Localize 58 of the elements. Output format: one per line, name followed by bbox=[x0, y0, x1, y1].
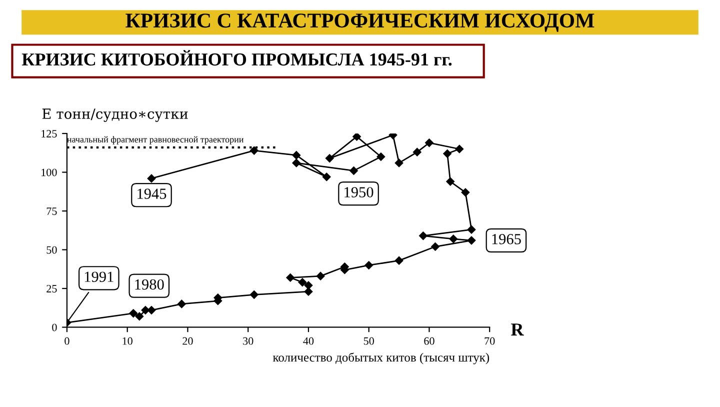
point bbox=[467, 236, 476, 245]
annotation: начальный фрагмент равновесной траектории bbox=[67, 136, 244, 144]
chart-subtitle: КРИЗИС КИТОБОЙНОГО ПРОМЫСЛА 1945-91 гг. bbox=[22, 50, 452, 66]
point bbox=[352, 133, 361, 141]
point bbox=[316, 272, 325, 280]
y-tick-label: 25 bbox=[46, 284, 57, 292]
x-tick-label: 40 bbox=[303, 337, 314, 345]
point bbox=[431, 242, 440, 251]
point bbox=[449, 234, 458, 244]
point bbox=[364, 261, 373, 270]
x-tick-label: 20 bbox=[182, 337, 193, 345]
point bbox=[135, 312, 144, 321]
point bbox=[394, 158, 404, 168]
point bbox=[322, 172, 331, 182]
point bbox=[394, 256, 404, 265]
point bbox=[376, 152, 386, 161]
point bbox=[292, 158, 301, 168]
point bbox=[250, 290, 258, 299]
point bbox=[298, 278, 307, 286]
annotation: 1965 bbox=[492, 234, 521, 244]
point bbox=[425, 138, 434, 147]
point bbox=[325, 154, 334, 162]
y-axis-title: E тонн/судно∗сутки bbox=[42, 108, 188, 122]
x-tick-label: 70 bbox=[484, 337, 495, 345]
annotation: 1980 bbox=[135, 279, 164, 290]
point bbox=[388, 133, 398, 140]
point bbox=[413, 148, 422, 156]
x-axis-title: количество добытых китов (тысяч штук) bbox=[272, 352, 490, 364]
point bbox=[129, 309, 138, 318]
x-tick-label: 30 bbox=[243, 337, 254, 345]
annotation: 1945 bbox=[138, 188, 166, 199]
y-tick-label: 125 bbox=[42, 130, 57, 138]
point bbox=[443, 150, 452, 158]
point bbox=[147, 306, 156, 314]
annotation: 1950 bbox=[344, 187, 374, 198]
point bbox=[455, 144, 464, 154]
x-tick-label: 10 bbox=[122, 337, 132, 345]
point bbox=[304, 287, 313, 296]
chart-title: КРИЗИС С КАТАСТРОФИЧЕСКИМ ИСХОДОМ bbox=[126, 14, 594, 32]
point bbox=[147, 174, 156, 183]
point bbox=[461, 188, 470, 197]
point bbox=[467, 225, 476, 234]
x-tick-label: 0 bbox=[64, 337, 70, 345]
point bbox=[286, 274, 294, 282]
y-tick-label: 75 bbox=[46, 208, 57, 215]
y-tick-label: 100 bbox=[42, 168, 57, 176]
point bbox=[446, 177, 454, 186]
point bbox=[250, 146, 258, 155]
point bbox=[350, 166, 358, 175]
x-tick-label: 60 bbox=[424, 337, 434, 345]
point bbox=[178, 300, 186, 308]
point bbox=[419, 232, 428, 240]
y-tick-label: 0 bbox=[52, 324, 57, 332]
point bbox=[292, 151, 301, 160]
y-tick-label: 50 bbox=[46, 246, 57, 254]
annotation: 1991 bbox=[84, 272, 114, 282]
text: R bbox=[511, 324, 524, 336]
x-tick-label: 50 bbox=[364, 337, 374, 345]
